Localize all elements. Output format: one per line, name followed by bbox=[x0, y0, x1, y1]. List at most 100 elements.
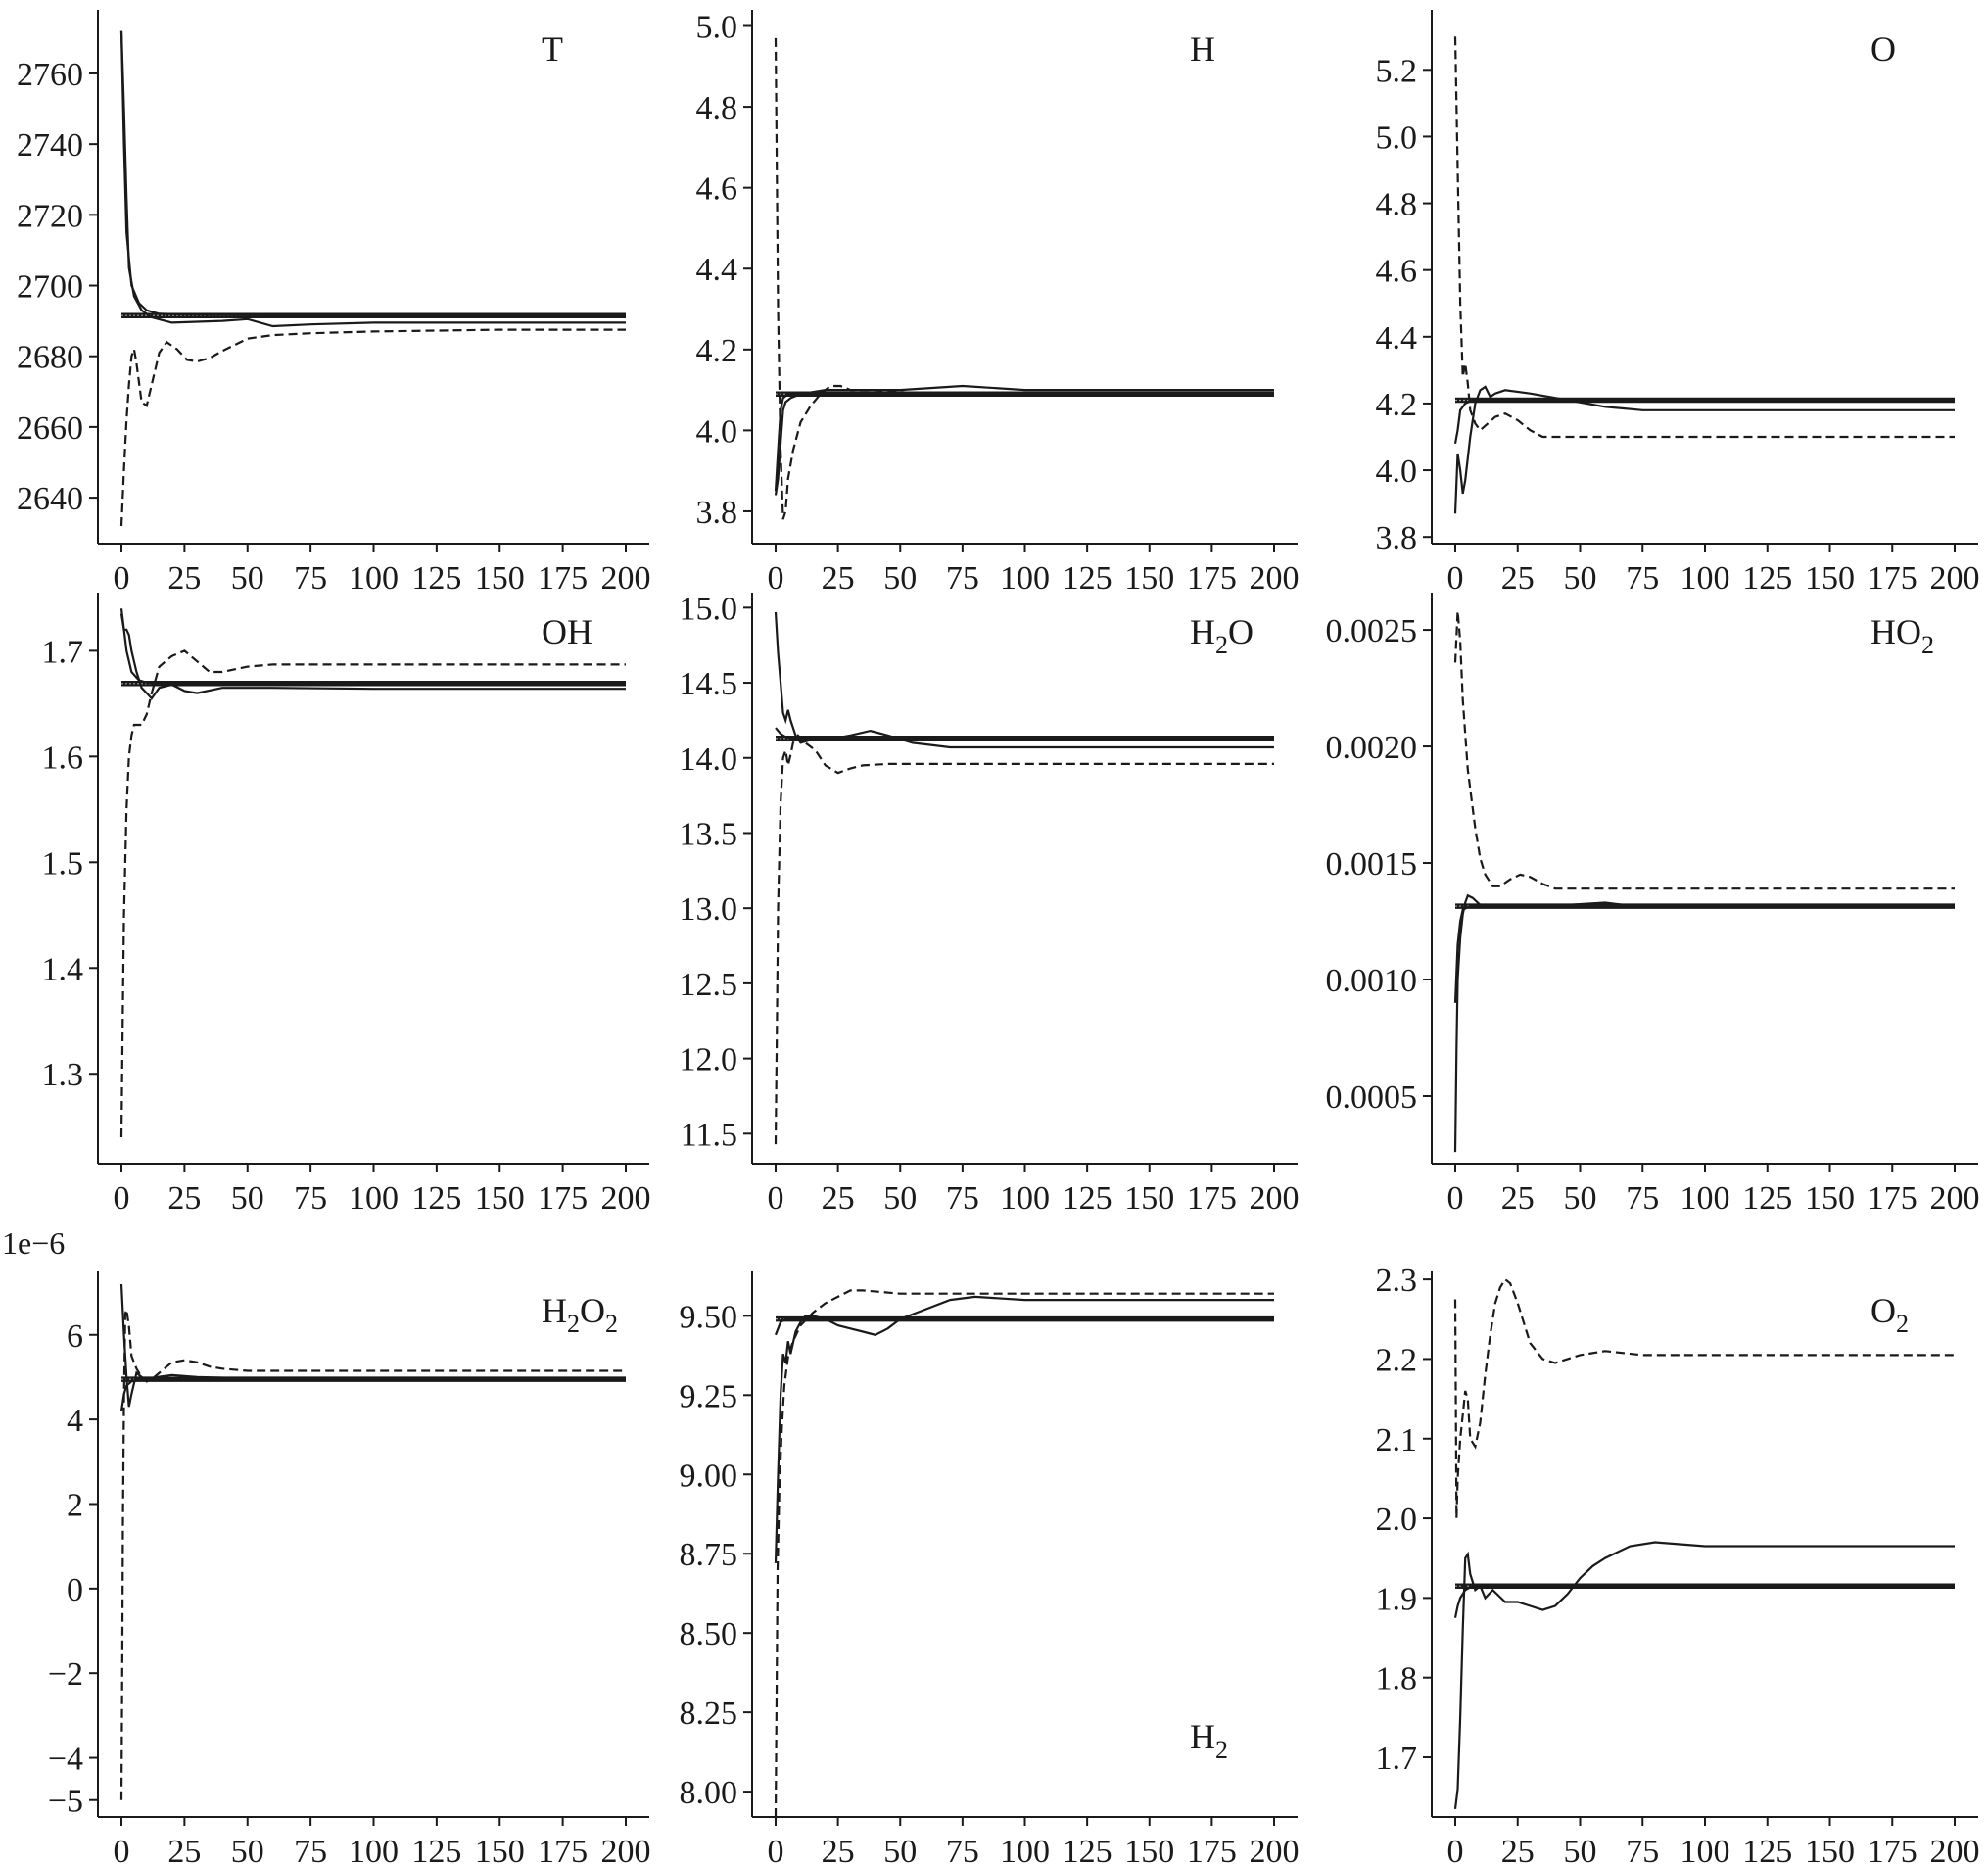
y-tick-label: 2.3 bbox=[1376, 1263, 1418, 1299]
x-tick-label: 0 bbox=[114, 1834, 130, 1865]
panel-label-subscript: 2 bbox=[1896, 1310, 1909, 1338]
x-tick-label: 100 bbox=[349, 560, 399, 597]
panel-4: 0 25 50 75 100 125 150 175 200 1.3 1.4 1.5 1.6 1.7 OH bbox=[42, 593, 651, 1217]
y-tick-label: 1.7 bbox=[42, 634, 84, 670]
series-line-dashed bbox=[119, 328, 626, 527]
x-tick-label: 125 bbox=[1742, 560, 1792, 597]
panel-label-main: H bbox=[1190, 1717, 1215, 1756]
x-tick-label: 25 bbox=[822, 1834, 855, 1865]
y-tick-label: 9.50 bbox=[680, 1299, 738, 1335]
y-tick-label: 2640 bbox=[17, 481, 83, 517]
y-tick-label: 4.4 bbox=[1376, 320, 1418, 357]
y-tick-label: 2680 bbox=[17, 340, 83, 376]
panel-label-subscript: 2 bbox=[567, 1310, 580, 1338]
series-line-dashed bbox=[774, 1289, 1274, 1818]
y-tick-label: 4.2 bbox=[1376, 387, 1418, 423]
x-tick-label: 150 bbox=[475, 560, 525, 597]
y-tick-label: 1.9 bbox=[1376, 1581, 1418, 1617]
panel-label-main: H bbox=[542, 1291, 567, 1330]
x-tick-label: 75 bbox=[946, 1180, 979, 1217]
y-tick-label: 0.0005 bbox=[1326, 1079, 1418, 1116]
panel-label-main: O bbox=[1870, 29, 1896, 69]
x-tick-label: 100 bbox=[1680, 1834, 1730, 1865]
y-tick-label: 8.00 bbox=[680, 1775, 738, 1811]
panel-label: H2O2 bbox=[542, 1291, 618, 1338]
y-tick-label: 3.8 bbox=[1376, 520, 1418, 556]
x-tick-label: 100 bbox=[1000, 1180, 1050, 1217]
x-tick-label: 200 bbox=[1930, 1834, 1980, 1865]
x-tick-label: 100 bbox=[1680, 560, 1730, 597]
series-line-solid-2 bbox=[1453, 399, 1955, 444]
series-line-dashed bbox=[774, 734, 1274, 1145]
panel-label-main: T bbox=[542, 29, 563, 69]
x-tick-label: 100 bbox=[349, 1834, 399, 1865]
series-line-solid-1 bbox=[1453, 385, 1955, 514]
y-tick-label: 4.2 bbox=[696, 333, 738, 369]
y-tick-label: 1.3 bbox=[42, 1057, 84, 1093]
x-tick-label: 175 bbox=[538, 560, 588, 597]
x-tick-label: 125 bbox=[1742, 1834, 1792, 1865]
panel-grid: 0 25 50 75 100 125 150 175 200264026602680270027… bbox=[2, 10, 1980, 1865]
panel-5: 0 25 50 75 100 125 150 175 200 11.5 12.0 12.5 13.0 13… bbox=[680, 591, 1300, 1217]
x-tick-label: 150 bbox=[475, 1834, 525, 1865]
x-tick-label: 75 bbox=[946, 560, 979, 597]
panel-label-after: O bbox=[1228, 612, 1254, 651]
x-tick-label: 200 bbox=[601, 560, 651, 597]
y-tick-label: 3.8 bbox=[696, 495, 738, 531]
y-tick-label: 0.0020 bbox=[1326, 730, 1418, 766]
panel-9: 0 25 50 75 100 125 150 175 200 1.7 1.8 1.9 2.0 2.1 2.2… bbox=[1376, 1263, 1980, 1865]
y-tick-label: 5.2 bbox=[1376, 53, 1418, 89]
y-tick-label: 2.1 bbox=[1376, 1422, 1418, 1459]
axis-offset-label: 1e−6 bbox=[2, 1225, 65, 1261]
x-tick-label: 150 bbox=[1124, 560, 1174, 597]
series-line-solid-1 bbox=[119, 30, 626, 328]
x-tick-label: 75 bbox=[294, 1180, 327, 1217]
y-tick-label: −5 bbox=[48, 1784, 83, 1820]
y-tick-label: 4.0 bbox=[1376, 454, 1418, 490]
x-tick-label: 0 bbox=[1447, 560, 1464, 597]
panel-label: T bbox=[542, 29, 563, 69]
y-tick-label: 9.00 bbox=[680, 1458, 738, 1494]
panel-label: H2O bbox=[1190, 612, 1254, 659]
x-tick-label: 50 bbox=[883, 1834, 917, 1865]
panel-label: O bbox=[1870, 29, 1896, 69]
x-tick-label: 0 bbox=[768, 560, 784, 597]
panel-label-subscript-2: 2 bbox=[605, 1310, 618, 1338]
y-tick-label: −4 bbox=[48, 1742, 83, 1778]
x-tick-label: 100 bbox=[1000, 560, 1050, 597]
x-tick-label: 75 bbox=[1626, 560, 1659, 597]
x-tick-label: 175 bbox=[1187, 1834, 1237, 1865]
y-tick-label: 4.6 bbox=[696, 171, 738, 208]
series-line-solid-2 bbox=[1453, 905, 1955, 1003]
x-tick-label: 100 bbox=[1000, 1834, 1050, 1865]
y-tick-label: 2.0 bbox=[1376, 1502, 1418, 1538]
y-tick-label: 2 bbox=[67, 1487, 83, 1523]
x-tick-label: 25 bbox=[822, 1180, 855, 1217]
series-line-solid-2 bbox=[119, 30, 626, 317]
x-tick-label: 0 bbox=[768, 1180, 784, 1217]
y-tick-label: 8.75 bbox=[680, 1537, 738, 1573]
y-tick-label: 5.0 bbox=[1376, 120, 1418, 156]
series-line-dashed bbox=[119, 649, 626, 1138]
y-tick-label: 1.8 bbox=[1376, 1661, 1418, 1698]
series-line-solid-2 bbox=[774, 393, 1274, 492]
x-tick-label: 100 bbox=[1680, 1180, 1730, 1217]
x-tick-label: 75 bbox=[1626, 1834, 1659, 1865]
x-tick-label: 25 bbox=[167, 1180, 201, 1217]
x-tick-label: 125 bbox=[411, 1180, 461, 1217]
y-tick-label: −2 bbox=[48, 1656, 83, 1693]
x-tick-label: 0 bbox=[1447, 1180, 1464, 1217]
series-line-solid-1 bbox=[774, 611, 1274, 749]
y-tick-label: 4.8 bbox=[1376, 187, 1418, 223]
x-tick-label: 125 bbox=[1063, 1180, 1112, 1217]
y-tick-label: 5.0 bbox=[696, 10, 738, 46]
x-tick-label: 0 bbox=[114, 1180, 130, 1217]
y-tick-label: 12.5 bbox=[680, 967, 738, 1003]
y-tick-label: 15.0 bbox=[680, 591, 738, 627]
y-tick-label: 2720 bbox=[17, 198, 83, 234]
panel-label-main: H bbox=[1190, 612, 1215, 651]
series-line-solid-2 bbox=[775, 727, 1274, 740]
panel-label-after: O bbox=[580, 1291, 605, 1330]
y-tick-label: 4.6 bbox=[1376, 254, 1418, 290]
